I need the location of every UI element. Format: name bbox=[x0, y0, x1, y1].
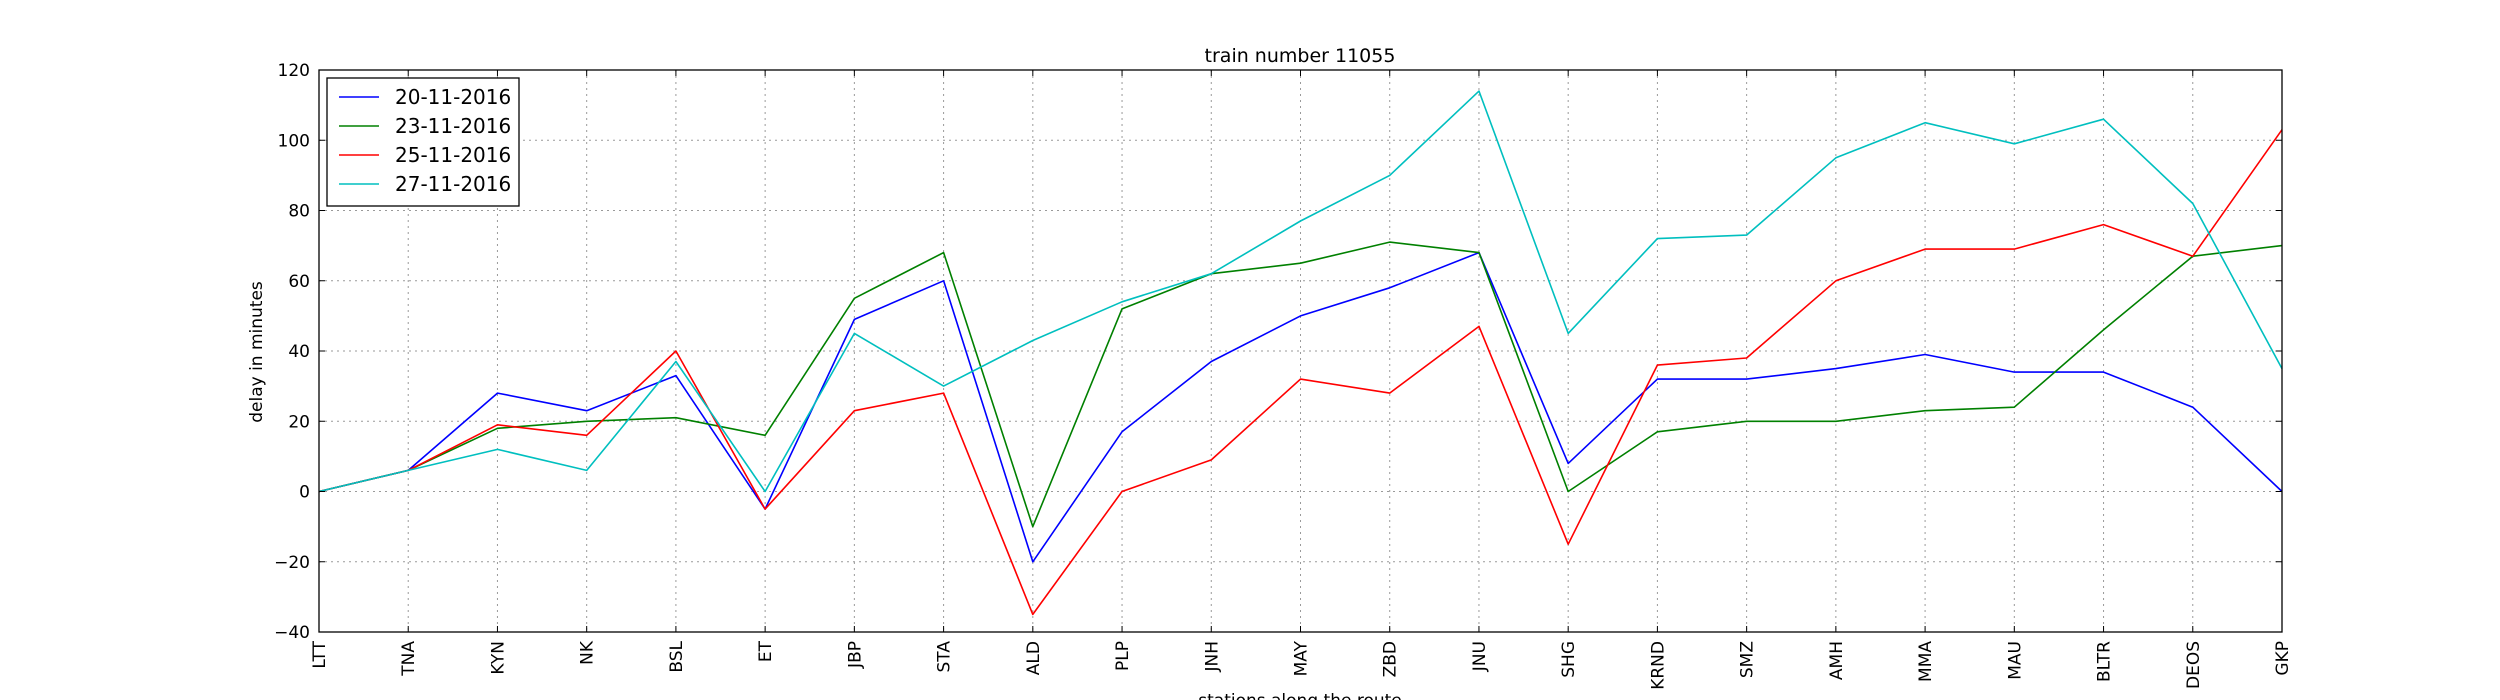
y-tick-label: −40 bbox=[274, 623, 310, 643]
x-tick-label: NK bbox=[578, 640, 598, 665]
x-tick-label: ET bbox=[756, 640, 776, 662]
x-tick-label: JNH bbox=[1202, 641, 1222, 673]
x-tick-label: SMZ bbox=[1738, 641, 1758, 678]
x-tick-label: GKP bbox=[2273, 641, 2293, 676]
x-tick-label: ALD bbox=[1024, 641, 1044, 675]
x-tick-label: LTT bbox=[310, 640, 330, 668]
y-tick-label: 20 bbox=[288, 412, 310, 432]
series-line bbox=[319, 242, 2282, 526]
x-tick-label: MMA bbox=[1916, 641, 1936, 682]
x-tick-label: STA bbox=[935, 641, 955, 673]
legend: 20-11-2016 23-11-2016 25-11-2016 27-11-2016 bbox=[327, 78, 519, 206]
y-tick-label: 100 bbox=[278, 131, 310, 151]
y-tick-label: 60 bbox=[288, 272, 310, 292]
chart-title: train number 11055 bbox=[1205, 45, 1396, 67]
x-axis-label: stations along the route bbox=[1198, 691, 1402, 700]
x-tick-label: MAU bbox=[2005, 641, 2025, 680]
y-axis-label: delay in minutes bbox=[247, 281, 267, 423]
y-tick-label: 0 bbox=[299, 483, 310, 503]
x-tick-label: JBP bbox=[845, 641, 865, 669]
x-tick-label: KRND bbox=[1648, 641, 1668, 690]
x-tick-label: DEOS bbox=[2184, 641, 2204, 689]
legend-label: 23-11-2016 bbox=[395, 114, 511, 138]
legend-label: 25-11-2016 bbox=[395, 143, 511, 167]
x-tick-label: KYN bbox=[488, 641, 508, 675]
axis-ticks: LTT TNA KYN NK BSL ET JBP STA ALD PLP JNH MAY ZBD JNU… bbox=[274, 61, 2293, 690]
y-tick-label: 80 bbox=[288, 202, 310, 222]
x-tick-label: SHG bbox=[1559, 641, 1579, 678]
y-tick-label: −20 bbox=[274, 553, 310, 573]
legend-label: 20-11-2016 bbox=[395, 85, 511, 109]
x-tick-label: PLP bbox=[1113, 641, 1133, 671]
x-tick-label: JNU bbox=[1470, 641, 1490, 672]
grid-lines bbox=[319, 70, 2282, 632]
x-tick-label: BLTR bbox=[2095, 641, 2115, 682]
legend-label: 27-11-2016 bbox=[395, 172, 511, 196]
y-tick-label: 120 bbox=[278, 61, 310, 81]
x-tick-label: TNA bbox=[399, 641, 419, 677]
x-tick-label: ZBD bbox=[1381, 641, 1401, 677]
y-tick-label: 40 bbox=[288, 342, 310, 362]
x-tick-label: MAY bbox=[1292, 640, 1312, 676]
x-tick-label: BSL bbox=[667, 640, 687, 672]
x-tick-label: AMH bbox=[1827, 641, 1847, 680]
